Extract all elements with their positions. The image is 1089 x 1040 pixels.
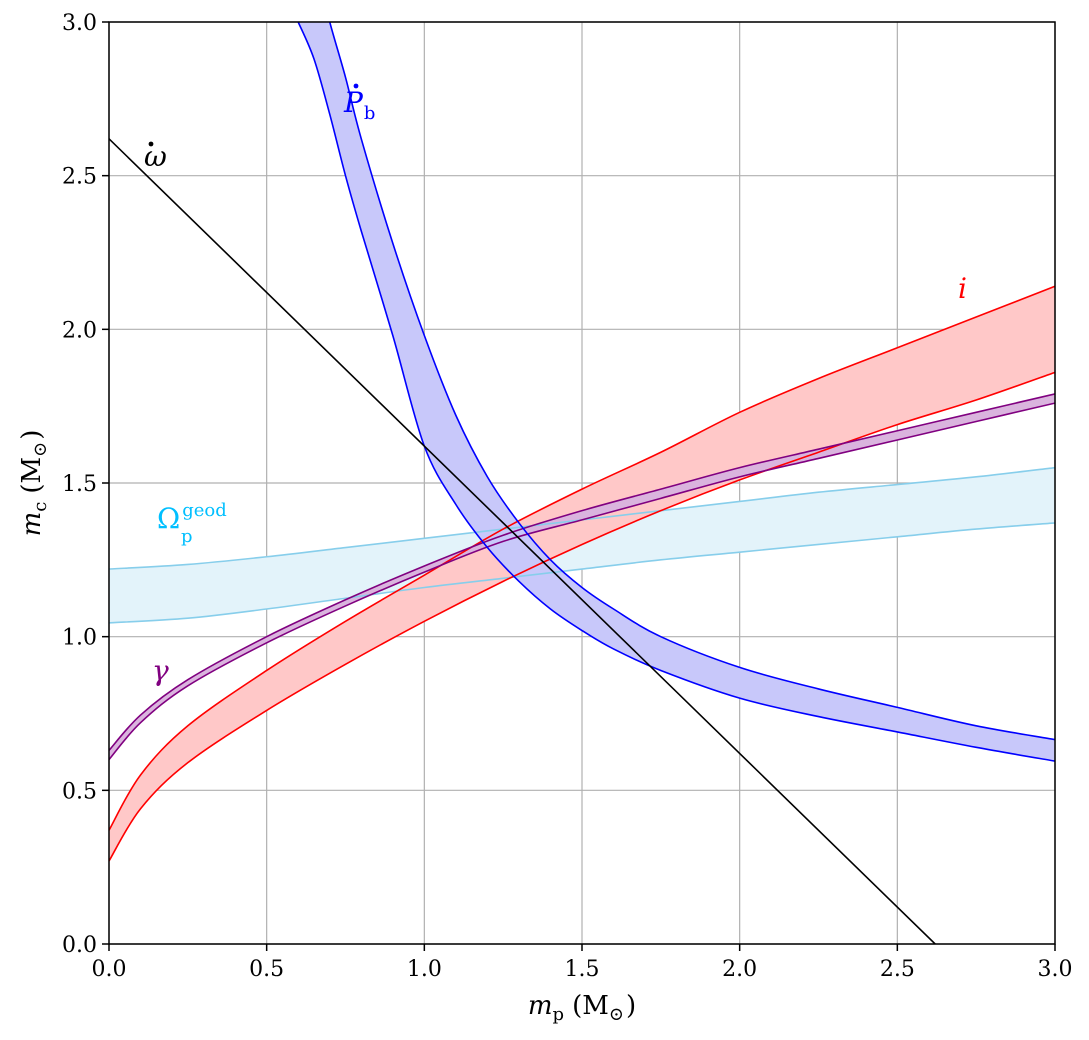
label-pb-dot-dot [353,83,359,89]
y-tick-label: 2.0 [62,318,97,343]
x-tick-label: 0.5 [249,957,284,982]
x-axis-label: mp (M⊙) [528,991,636,1025]
line-omega-dot [109,138,936,944]
x-tick-label: 2.0 [722,957,757,982]
x-tick-label: 3.0 [1038,957,1073,982]
y-tick-label: 3.0 [62,11,97,36]
y-tick-label: 1.0 [62,626,97,651]
band-omega-geod-lower-edge [109,522,1055,624]
label-gamma: γ [152,654,169,687]
label-omega-dot-dot [148,141,154,147]
x-tick-label: 2.5 [880,957,915,982]
band-gamma-lower-edge [109,402,1055,761]
band-i [109,286,1055,862]
band-gamma-upper-edge [109,393,1055,751]
y-tick-label: 0.5 [62,779,97,804]
y-tick-label: 1.5 [62,472,97,497]
x-tick-label: 1.5 [565,957,600,982]
x-tick-label: 0.0 [92,957,127,982]
x-tick-label: 1.0 [407,957,442,982]
band-i-upper-edge [109,285,1055,831]
band-pb-dot-lower-edge [297,22,1055,762]
label-i: i [958,272,967,305]
label-pb-dot: Pb [343,86,375,124]
axis-ticks: 0.0 0.5 1.0 1.5 2.0 2.5 3.0 0.0 0.5 1.0 1.5 2.0 2.5 3… [62,11,1073,982]
y-tick-label: 2.5 [62,165,97,190]
y-tick-label: 0.0 [62,933,97,958]
band-pb-dot-upper-edge [328,22,1055,741]
y-axis-label: mc(M⊙) [17,430,51,537]
label-omega-dot: ω [144,140,167,173]
constraint-edges [109,22,1055,944]
band-i-lower-edge [109,371,1055,862]
